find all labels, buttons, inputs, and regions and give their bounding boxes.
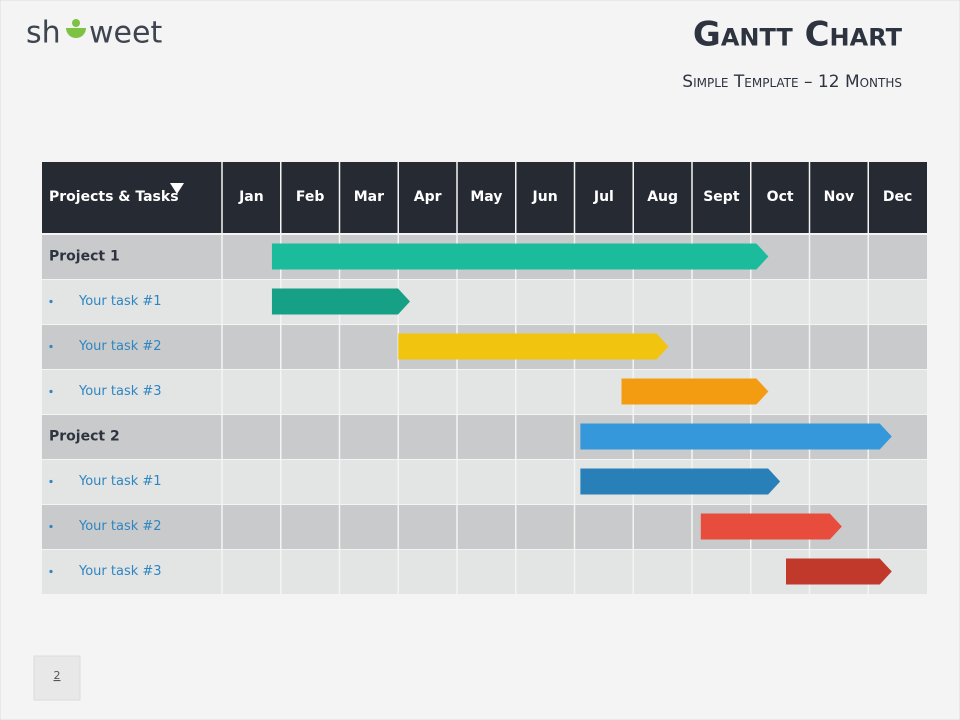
task-label: Your task #2 [78,519,162,534]
project-label: Project 2 [49,429,120,445]
sort-arrow [170,183,184,194]
month-label: Mar [354,189,384,205]
task-label: Your task #1 [78,474,162,489]
task-label: Your task #3 [78,384,162,399]
bullet [49,299,53,304]
task-label: Your task #2 [78,339,162,354]
title: Gantt Chart [693,15,903,55]
month-label: Nov [824,189,854,205]
header-label: Projects & Tasks [49,189,179,205]
month-label: Jan [238,189,264,205]
logo-right: weet [89,16,162,51]
page-badge [33,655,81,701]
bullet [49,389,53,394]
timeline-bar [580,468,781,495]
month-label: May [470,189,502,205]
task-label: Your task #3 [78,564,162,579]
row-background [42,460,927,504]
timeline-bar [786,558,892,585]
header-row [42,162,927,233]
bullet [49,524,53,529]
task-label: Your task #1 [78,294,162,309]
month-label: Jul [593,189,614,205]
timeline-bar [621,378,769,405]
timeline-bar [398,333,669,360]
row-background [42,370,927,414]
project-label: Project 1 [49,249,120,265]
logo: sh weet [26,16,162,51]
timeline-bar [271,243,769,270]
month-label: Dec [883,189,912,205]
bullet [49,569,53,574]
row-background [42,550,927,594]
timeline-bar [271,288,410,315]
month-label: Aug [647,189,678,205]
bullet [49,344,53,349]
logo-dot [72,19,80,27]
row-background [42,280,927,324]
logo-mark [66,28,86,38]
timeline-bar [580,423,892,450]
month-label: Oct [767,189,794,205]
page-number: 2 [54,669,61,682]
month-label: Apr [414,189,442,205]
timeline-bar [700,513,842,540]
gantt-table: Projects & Tasks Jan Feb Mar Apr May Jun Jul Au… [42,162,927,594]
month-label: Feb [296,189,325,205]
logo-left: sh [26,16,61,51]
month-label: Sept [703,189,740,205]
subtitle: Simple Template – 12 Months [682,72,902,92]
bullet [49,479,53,484]
month-label: Jun [532,189,558,205]
